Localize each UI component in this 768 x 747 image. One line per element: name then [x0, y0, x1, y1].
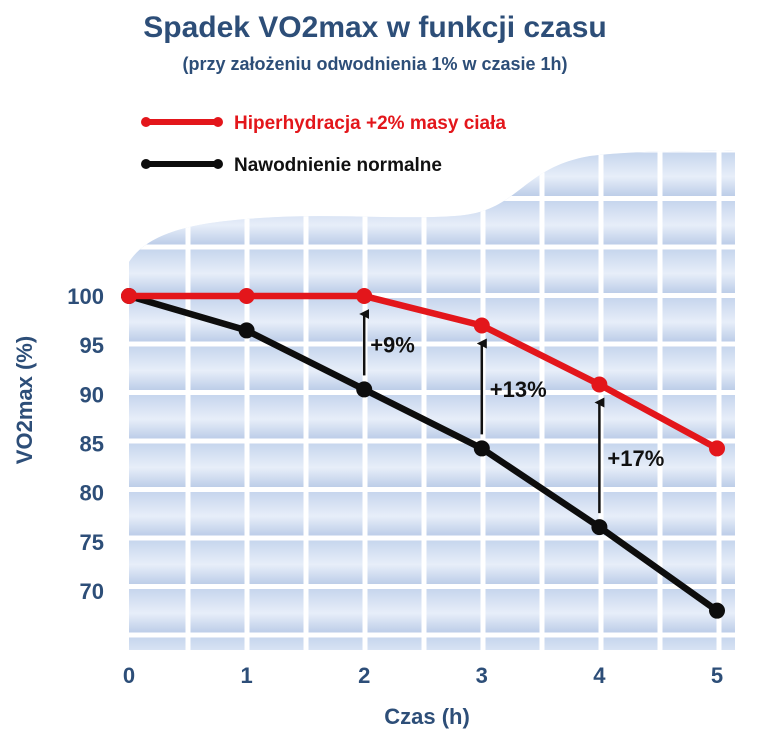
x-tick-label: 4	[593, 663, 606, 688]
x-axis-ticks: 0 1 2 3 4 5	[123, 663, 723, 688]
annotation: +17%	[594, 397, 664, 514]
data-point	[473, 317, 490, 334]
y-tick-label: 70	[80, 579, 104, 604]
plot-background	[129, 150, 735, 650]
legend-marker	[141, 159, 151, 169]
grid-row	[129, 489, 735, 538]
series-line	[125, 292, 721, 452]
data-point	[121, 288, 137, 304]
data-point	[473, 440, 490, 457]
annotation: +13%	[476, 338, 547, 435]
series-line	[125, 292, 721, 614]
x-tick-label: 3	[476, 663, 488, 688]
chart-subtitle: (przy założeniu odwodnienia 1% w czasie …	[182, 54, 567, 74]
legend-item: Nawodnienie normalne	[141, 155, 442, 176]
y-tick-label: 85	[80, 432, 104, 457]
annotation-layer: +9% +13% +17%	[359, 309, 664, 514]
legend-marker	[213, 159, 223, 169]
y-tick-label: 90	[80, 382, 104, 407]
y-tick-label: 95	[80, 333, 104, 358]
annotation: +9%	[359, 309, 415, 376]
annotation-label: +17%	[607, 446, 664, 471]
chart-title: Spadek VO2max w funkcji czasu	[143, 11, 607, 44]
x-tick-label: 1	[240, 663, 252, 688]
series-0	[121, 288, 725, 457]
legend: Hiperhydracja +2% masy ciała Nawodnienie …	[141, 113, 506, 176]
data-point	[591, 376, 608, 393]
grid-row	[129, 635, 735, 650]
legend-item: Hiperhydracja +2% masy ciała	[141, 113, 506, 134]
data-point	[356, 288, 373, 304]
series-layer	[121, 288, 725, 619]
data-point	[238, 322, 255, 339]
data-point	[238, 288, 255, 304]
legend-marker	[141, 117, 151, 127]
grid-row	[129, 295, 735, 344]
legend-label: Nawodnienie normalne	[234, 155, 442, 176]
x-tick-label: 2	[358, 663, 370, 688]
grid-row	[129, 441, 735, 490]
grid-row	[129, 538, 735, 587]
x-tick-label: 0	[123, 663, 135, 688]
data-point	[709, 602, 725, 619]
grid-row	[129, 344, 735, 393]
y-tick-label: 80	[80, 481, 104, 506]
grid-row	[129, 198, 735, 247]
data-point	[591, 519, 608, 536]
legend-label: Hiperhydracja +2% masy ciała	[234, 113, 506, 134]
grid-row	[129, 586, 735, 635]
data-point	[356, 381, 373, 398]
x-tick-label: 5	[711, 663, 723, 688]
data-point	[709, 440, 725, 457]
annotation-label: +13%	[490, 377, 547, 402]
y-tick-label: 100	[67, 284, 104, 309]
x-axis-label: Czas (h)	[384, 704, 470, 729]
background-grid	[129, 150, 735, 650]
y-axis-label: VO2max (%)	[12, 336, 37, 464]
annotation-label: +9%	[370, 333, 415, 358]
y-axis-ticks: 100 95 90 85 80 75 70	[67, 284, 104, 604]
grid-row	[129, 247, 735, 296]
grid-row	[129, 392, 735, 441]
y-tick-label: 75	[80, 530, 104, 555]
legend-marker	[213, 117, 223, 127]
